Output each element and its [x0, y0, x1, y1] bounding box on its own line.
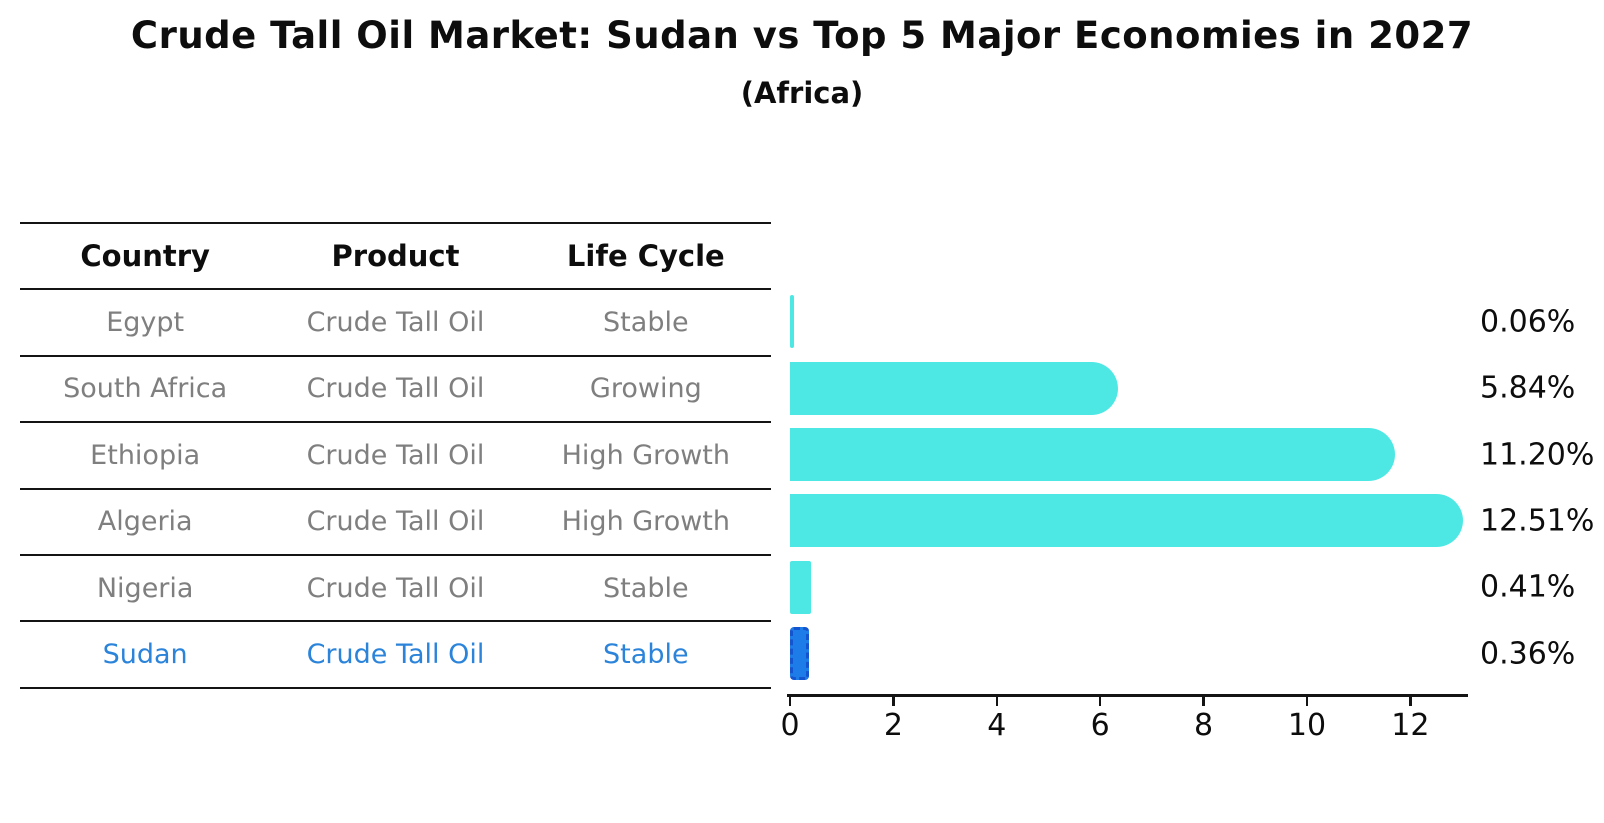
tick-mark: [788, 696, 792, 706]
value-label-ethiopia: 11.20%: [1480, 437, 1595, 473]
tick-label: 8: [1194, 708, 1214, 743]
life-cycle-cell: Stable: [603, 307, 689, 339]
country-cell: Egypt: [106, 307, 185, 339]
tick-label: 6: [1090, 708, 1110, 743]
country-cell: Algeria: [97, 506, 193, 538]
column-header-life-cycle: Life Cycle: [566, 239, 725, 274]
table-row-south-africa: South Africa Crude Tall Oil Growing: [20, 354, 771, 421]
product-cell: Crude Tall Oil: [306, 373, 485, 405]
country-cell: Ethiopia: [90, 439, 201, 471]
value-label-sudan: 0.36%: [1480, 636, 1576, 672]
tick-label: 0: [780, 708, 800, 743]
bar-algeria: [790, 494, 1463, 548]
product-cell: Crude Tall Oil: [306, 639, 485, 671]
tick-mark: [892, 696, 895, 706]
table-row-algeria: Algeria Crude Tall Oil High Growth: [20, 487, 771, 554]
bar-nigeria: [790, 560, 812, 614]
bar-egypt: [790, 295, 794, 349]
table-header-row: Country Product Life Cycle: [20, 222, 771, 288]
column-header-product: Product: [331, 239, 460, 274]
country-cell: Nigeria: [96, 572, 194, 604]
life-cycle-cell: High Growth: [561, 506, 730, 538]
life-cycle-cell: Stable: [603, 639, 689, 671]
country-cell: Sudan: [102, 639, 188, 671]
value-label-nigeria: 0.41%: [1480, 569, 1576, 605]
x-axis-line: [787, 694, 1468, 697]
column-header-country: Country: [80, 239, 210, 274]
tick-label: 2: [883, 708, 903, 743]
table-row-egypt: Egypt Crude Tall Oil Stable: [20, 288, 771, 354]
life-cycle-cell: High Growth: [561, 439, 730, 471]
chart-subtitle: (Africa): [740, 76, 864, 110]
tick-mark: [1202, 696, 1205, 706]
product-cell: Crude Tall Oil: [306, 506, 485, 538]
product-cell: Crude Tall Oil: [306, 572, 485, 604]
table-row-nigeria: Nigeria Crude Tall Oil Stable: [20, 553, 771, 620]
tick-mark: [1098, 696, 1102, 706]
tick-label: 12: [1391, 708, 1430, 743]
product-cell: Crude Tall Oil: [306, 439, 485, 471]
chart-title: Crude Tall Oil Market: Sudan vs Top 5 Ma…: [130, 14, 1474, 57]
tick-label: 10: [1287, 708, 1327, 743]
tick-mark: [1305, 696, 1309, 706]
bar-ethiopia: [790, 428, 1396, 482]
table-row-ethiopia: Ethiopia Crude Tall Oil High Growth: [20, 421, 771, 487]
life-cycle-cell: Growing: [589, 373, 702, 405]
tick-mark: [995, 696, 999, 706]
value-label-egypt: 0.06%: [1480, 304, 1576, 340]
tick-mark: [1409, 696, 1412, 706]
comparison-table: Country Product Life Cycle Egypt Crude T…: [20, 222, 771, 689]
tick-label: 4: [987, 708, 1007, 743]
life-cycle-cell: Stable: [603, 572, 689, 604]
bar-south-africa: [790, 361, 1118, 415]
value-label-south-africa: 5.84%: [1480, 370, 1576, 406]
table-row-sudan: Sudan Crude Tall Oil Stable: [20, 620, 771, 686]
bar-sudan-highlighted: [790, 627, 809, 681]
product-cell: Crude Tall Oil: [306, 307, 485, 339]
country-cell: South Africa: [63, 373, 228, 405]
value-label-algeria: 12.51%: [1480, 503, 1595, 539]
